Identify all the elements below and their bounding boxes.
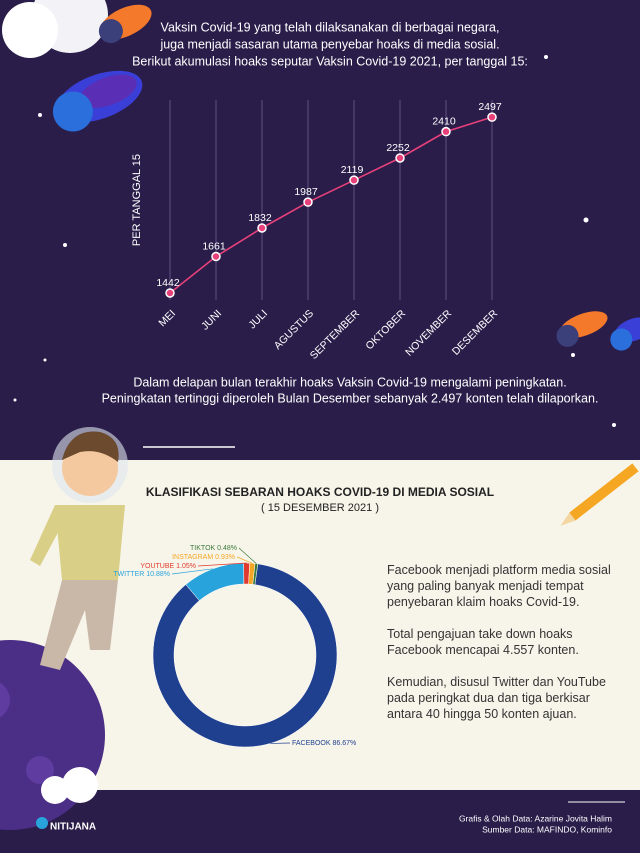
source: Sumber Data: MAFINDO, Kominfo xyxy=(482,824,612,834)
comet xyxy=(52,70,143,132)
leader-line xyxy=(238,547,257,564)
comet xyxy=(610,317,640,351)
chart-title: KLASIFIKASI SEBARAN HOAKS COVID-19 DI ME… xyxy=(146,485,494,499)
crater xyxy=(26,756,54,784)
slice-label: TIKTOK 0.48% xyxy=(190,545,237,552)
point xyxy=(441,126,451,137)
slice-name: FACEBOOK xyxy=(292,740,331,747)
crater xyxy=(0,682,10,718)
note: Facebook menjadi platform media sosial y… xyxy=(387,563,611,609)
chart-subtitle: ( 15 DESEMBER 2021 ) xyxy=(261,502,379,514)
line xyxy=(169,116,493,294)
leader-line xyxy=(236,556,253,564)
comet xyxy=(556,311,608,347)
point xyxy=(257,223,267,233)
data-label: 2252 xyxy=(386,142,410,154)
slice-value: 0.48% xyxy=(217,545,237,552)
pencil xyxy=(560,463,639,526)
slice-label: TWITTER 10.88% xyxy=(113,571,170,578)
data-label: 2119 xyxy=(341,164,364,176)
summary-line: Peningkatan tertinggi diperoleh Bulan De… xyxy=(102,391,599,405)
data-label: 2497 xyxy=(478,101,502,113)
slice-value: 0.93% xyxy=(215,554,235,561)
cloud xyxy=(62,767,98,803)
footer-panel xyxy=(0,790,640,853)
cloud xyxy=(41,776,69,804)
note: Kemudian, disusul Twitter dan YouTube pa… xyxy=(387,675,606,721)
point xyxy=(487,112,497,122)
leader-line xyxy=(171,568,213,575)
credit: Grafis & Olah Data: Azarine Jovita Halim xyxy=(459,813,612,823)
slice-label: FACEBOOK 86.67% xyxy=(292,740,356,747)
comet xyxy=(98,4,152,44)
point xyxy=(395,153,405,163)
y-axis-label: PER TANGGAL 15 xyxy=(131,154,143,246)
slice-name: TWITTER xyxy=(113,571,144,578)
data-label: 1661 xyxy=(202,240,226,252)
note: Total pengajuan take down hoaks Facebook… xyxy=(387,627,579,657)
intro-line: Berikut akumulasi hoaks seputar Vaksin C… xyxy=(132,54,528,68)
data-label: 1987 xyxy=(294,186,318,198)
slice-value: 86.67% xyxy=(332,740,356,747)
data-label: 1832 xyxy=(248,212,272,224)
data-label: 1442 xyxy=(156,277,180,289)
astronaut-boy xyxy=(30,427,128,670)
point xyxy=(303,197,313,207)
intro-line: Vaksin Covid-19 yang telah dilaksanakan … xyxy=(161,20,500,34)
slice-name: YOUTUBE xyxy=(140,563,174,570)
data-label: 2410 xyxy=(432,115,456,127)
slice-value: 1.05% xyxy=(176,563,196,570)
intro-line: juga menjadi sasaran utama penyebar hoak… xyxy=(159,37,499,51)
point xyxy=(349,175,359,185)
leader-line xyxy=(197,562,247,567)
slice-value: 10.88% xyxy=(146,571,170,578)
notes: Facebook menjadi platform media sosial y… xyxy=(387,562,619,738)
donut-slice xyxy=(152,563,338,748)
cloud xyxy=(2,2,58,58)
logo-mark xyxy=(36,817,48,829)
summary-line: Dalam delapan bulan terakhir hoaks Vaksi… xyxy=(133,375,566,389)
slice-name: INSTAGRAM xyxy=(172,554,213,561)
slice-label: INSTAGRAM 0.93% xyxy=(172,554,235,561)
point xyxy=(211,251,221,262)
stars xyxy=(13,55,616,427)
slice-name: TIKTOK xyxy=(190,545,215,552)
slice-label: YOUTUBE 1.05% xyxy=(140,563,196,570)
logo: NITIJANA xyxy=(50,822,96,833)
point xyxy=(165,288,175,298)
